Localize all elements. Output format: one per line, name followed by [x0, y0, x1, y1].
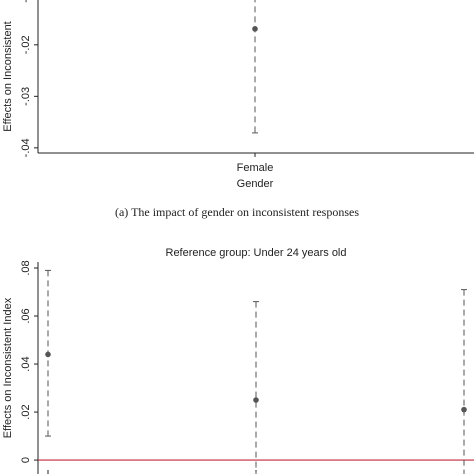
y-axis-label: Effects on Inconsistent: [2, 21, 14, 131]
y-tick-label: -.01: [20, 0, 32, 3]
y-axis-label: Effects on Inconsistent Index: [2, 297, 14, 438]
y-tick-label: .06: [20, 308, 32, 323]
y-tick-label: 0: [20, 457, 32, 463]
y-tick-label: -.03: [20, 87, 32, 106]
caption: (a) The impact of gender on inconsistent…: [115, 205, 359, 219]
y-tick-label: .08: [20, 260, 32, 275]
point: [461, 406, 467, 413]
y-tick-label: -.04: [20, 138, 32, 157]
y-tick-label: -.02: [20, 35, 32, 54]
x-axis-label: Gender: [237, 178, 274, 190]
y-tick-label: .02: [20, 404, 32, 419]
point: [253, 397, 259, 403]
y-tick-label: .04: [20, 356, 32, 371]
x-tick-label: Female: [237, 162, 274, 174]
point: [252, 26, 258, 32]
chart-title: Reference group: Under 24 years old: [166, 247, 347, 259]
point: [45, 351, 51, 358]
